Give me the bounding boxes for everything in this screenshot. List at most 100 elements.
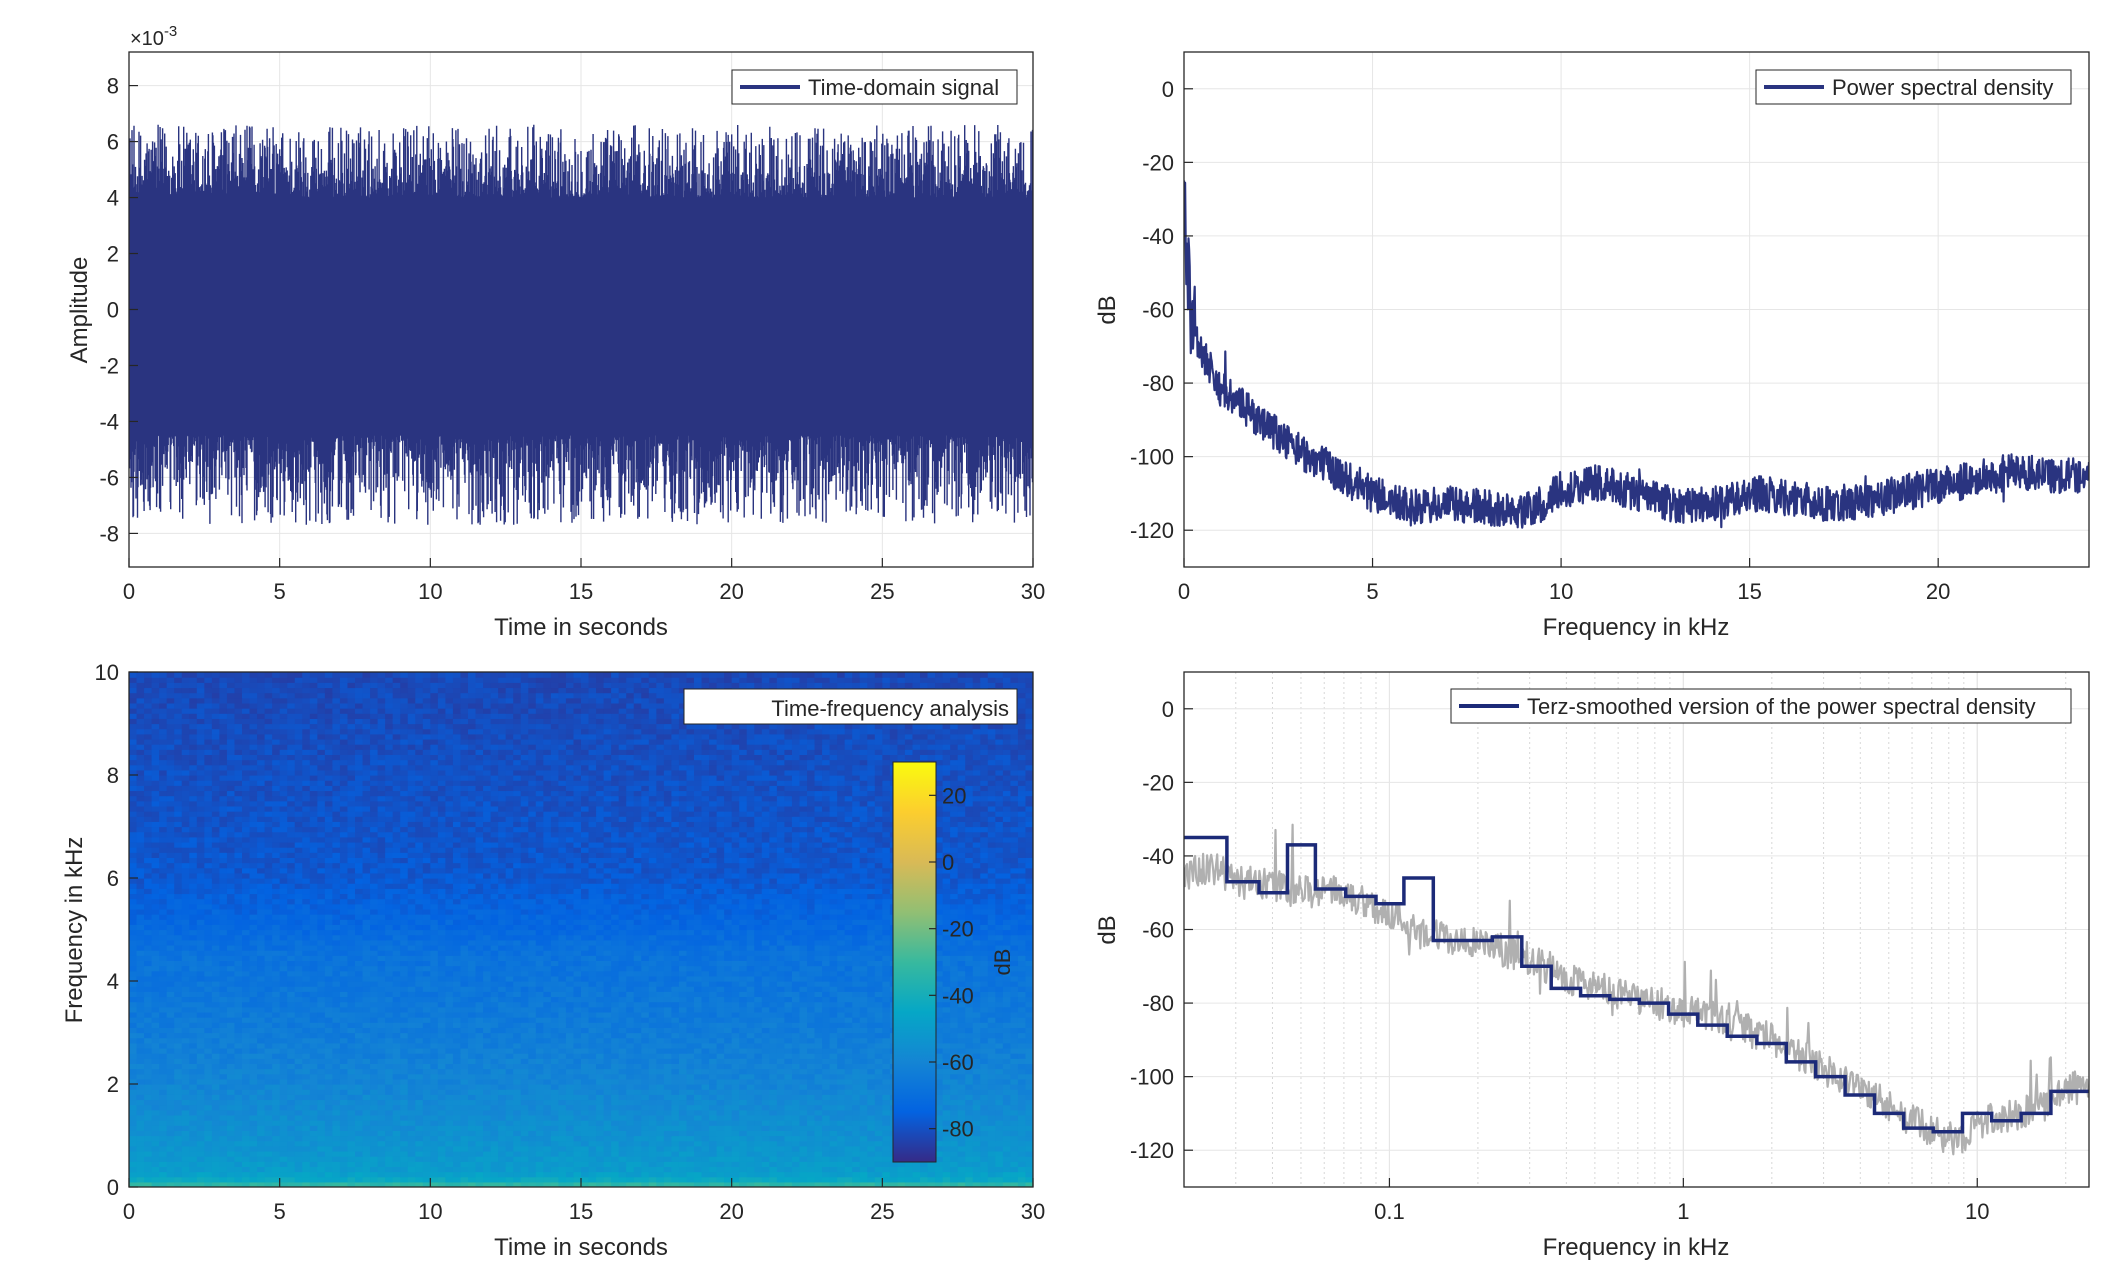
spectrogram-cell xyxy=(769,1006,778,1013)
spectrogram-cell xyxy=(543,1053,552,1059)
spectrogram-cell xyxy=(400,1042,409,1049)
spectrogram-cell xyxy=(151,1078,160,1085)
spectrogram-cell xyxy=(852,1099,861,1106)
spectrogram-cell xyxy=(430,1109,439,1116)
spectrogram-cell xyxy=(513,1176,522,1183)
spectrogram-cell xyxy=(965,1068,974,1075)
spectrogram-cell xyxy=(641,1058,650,1064)
spectrogram-cell xyxy=(196,1084,205,1090)
spectrogram-cell xyxy=(400,1130,409,1137)
spectrogram-cell xyxy=(565,1078,575,1085)
spectrogram-cell xyxy=(362,1084,371,1090)
spectrogram-cell xyxy=(377,1089,386,1095)
spectrogram-cell xyxy=(761,1181,770,1187)
spectrogram-cell xyxy=(791,1042,801,1049)
spectrogram-cell xyxy=(739,1037,748,1044)
spectrogram-cell xyxy=(204,1001,213,1008)
spectrogram-cell xyxy=(332,1011,341,1018)
spectrogram-cell xyxy=(709,1156,718,1162)
spectrogram-cell xyxy=(468,1053,477,1059)
spectrogram-cell xyxy=(242,1089,251,1095)
spectrogram-cell xyxy=(761,1150,770,1157)
spectrogram-cell xyxy=(513,1037,522,1044)
spectrogram-cell xyxy=(490,1104,499,1111)
spectrogram-cell xyxy=(257,1058,266,1064)
spectrogram-cell xyxy=(332,1176,341,1183)
spectrogram-cell xyxy=(588,991,597,998)
spectrogram-cell xyxy=(475,1037,484,1044)
spectrogram-cell xyxy=(196,1176,205,1183)
spectrogram-cell xyxy=(196,1042,205,1049)
spectrogram-cell xyxy=(204,1047,213,1054)
spectrogram-cell xyxy=(460,975,469,982)
spectrogram-cell xyxy=(513,1078,522,1085)
spectrogram-cell xyxy=(626,1145,635,1152)
spectrogram-cell xyxy=(166,975,175,982)
spectrogram-cell xyxy=(1017,1042,1027,1049)
spectrogram-cell xyxy=(588,1130,597,1137)
spectrogram-cell xyxy=(596,1042,605,1049)
spectrogram-cell xyxy=(588,1099,597,1106)
spectrogram-cell xyxy=(641,1001,650,1008)
spectrogram-cell xyxy=(317,1063,326,1070)
spectrogram-cell xyxy=(317,991,326,998)
spectrogram-cell xyxy=(490,1032,499,1039)
spectrogram-cell xyxy=(709,1140,718,1147)
spectrogram-cell xyxy=(174,1063,183,1070)
spectrogram-cell xyxy=(611,1063,620,1070)
spectrogram-cell xyxy=(746,1006,755,1013)
spectrogram-cell xyxy=(648,1084,657,1090)
spectrogram-cell xyxy=(196,1001,205,1008)
spectrogram-cell xyxy=(648,1176,657,1183)
spectrogram-cell xyxy=(942,1084,951,1090)
spectrogram-cell xyxy=(776,1161,785,1167)
spectrogram-cell xyxy=(513,1058,522,1064)
spectrogram-cell xyxy=(437,1176,446,1183)
spectrogram-cell xyxy=(242,1104,251,1111)
spectrogram-cell xyxy=(166,991,175,998)
spectrogram-cell xyxy=(264,1120,273,1126)
spectrogram-cell xyxy=(159,1120,168,1126)
spectrogram-cell xyxy=(596,1017,605,1023)
spectrogram-cell xyxy=(716,1130,725,1137)
spectrogram-cell xyxy=(189,1135,198,1142)
spectrogram-cell xyxy=(678,1073,688,1080)
spectrogram-cell xyxy=(279,1017,288,1023)
spectrogram-cell xyxy=(769,1053,778,1059)
spectrogram-cell xyxy=(1010,1166,1019,1173)
spectrogram-cell xyxy=(588,1078,597,1085)
spectrogram-cell xyxy=(543,1063,552,1070)
spectrogram-cell xyxy=(294,1063,303,1070)
spectrogram-cell xyxy=(437,1047,446,1054)
spectrogram-cell xyxy=(513,1130,522,1137)
spectrogram-cell xyxy=(513,1001,522,1008)
spectrogram-cell xyxy=(761,1125,770,1131)
spectrogram-cell xyxy=(573,1161,582,1167)
spectrogram-cell xyxy=(272,1042,281,1049)
spectrogram-cell xyxy=(641,1099,650,1106)
spectrogram-cell xyxy=(837,1156,846,1162)
spectrogram-cell xyxy=(581,1068,590,1075)
spectrogram-cell xyxy=(686,1156,695,1162)
spectrogram-cell xyxy=(437,1001,446,1008)
spectrogram-cell xyxy=(633,986,642,992)
spectrogram-cell xyxy=(445,1027,454,1034)
spectrogram-cell xyxy=(709,1176,718,1183)
time-domain-exponent-label: ×10-3 xyxy=(130,23,177,50)
spectrogram-cell xyxy=(1010,1073,1019,1080)
spectrogram-cell xyxy=(769,1114,778,1121)
spectrogram-cell xyxy=(874,986,883,992)
spectrogram-cell xyxy=(332,1084,341,1090)
spectrogram-cell xyxy=(422,1073,431,1080)
spectrogram-cell xyxy=(950,1084,959,1090)
spectrogram-cell xyxy=(867,1135,876,1142)
spectrogram-cell xyxy=(633,1006,642,1013)
spectrogram-cell xyxy=(746,1125,755,1131)
spectrogram-cell xyxy=(859,1135,868,1142)
spectrogram-cell xyxy=(874,1042,883,1049)
spectrogram-cell xyxy=(264,1032,273,1039)
spectrogram-cell xyxy=(129,1140,138,1147)
spectrogram-cell xyxy=(867,1145,876,1152)
spectrogram-cell xyxy=(573,1120,582,1126)
spectrogram-cell xyxy=(852,1022,861,1028)
